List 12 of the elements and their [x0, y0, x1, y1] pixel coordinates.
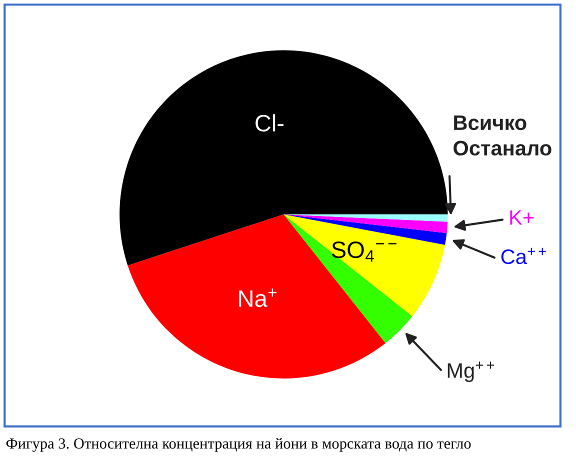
slice-label: Na$^{+}$	[239, 288, 276, 307]
slice-label: Mg$^{++}$	[448, 362, 494, 382]
pie-slice	[284, 214, 412, 344]
pie-slice	[284, 214, 445, 316]
slice-label: SO$_{4}$$^{−−}$	[332, 241, 396, 262]
slice-label: Всичко Останало	[454, 116, 552, 156]
pie-slice	[120, 50, 448, 266]
pie-slice	[128, 214, 386, 378]
slice-label: Ca$^{++}$	[501, 248, 546, 264]
slice-label: K+	[510, 210, 534, 225]
text: Фигура 3. Относителна концентрация на йони в морската вода по тегло	[6, 438, 471, 452]
slice-label: Cl-	[256, 114, 284, 132]
